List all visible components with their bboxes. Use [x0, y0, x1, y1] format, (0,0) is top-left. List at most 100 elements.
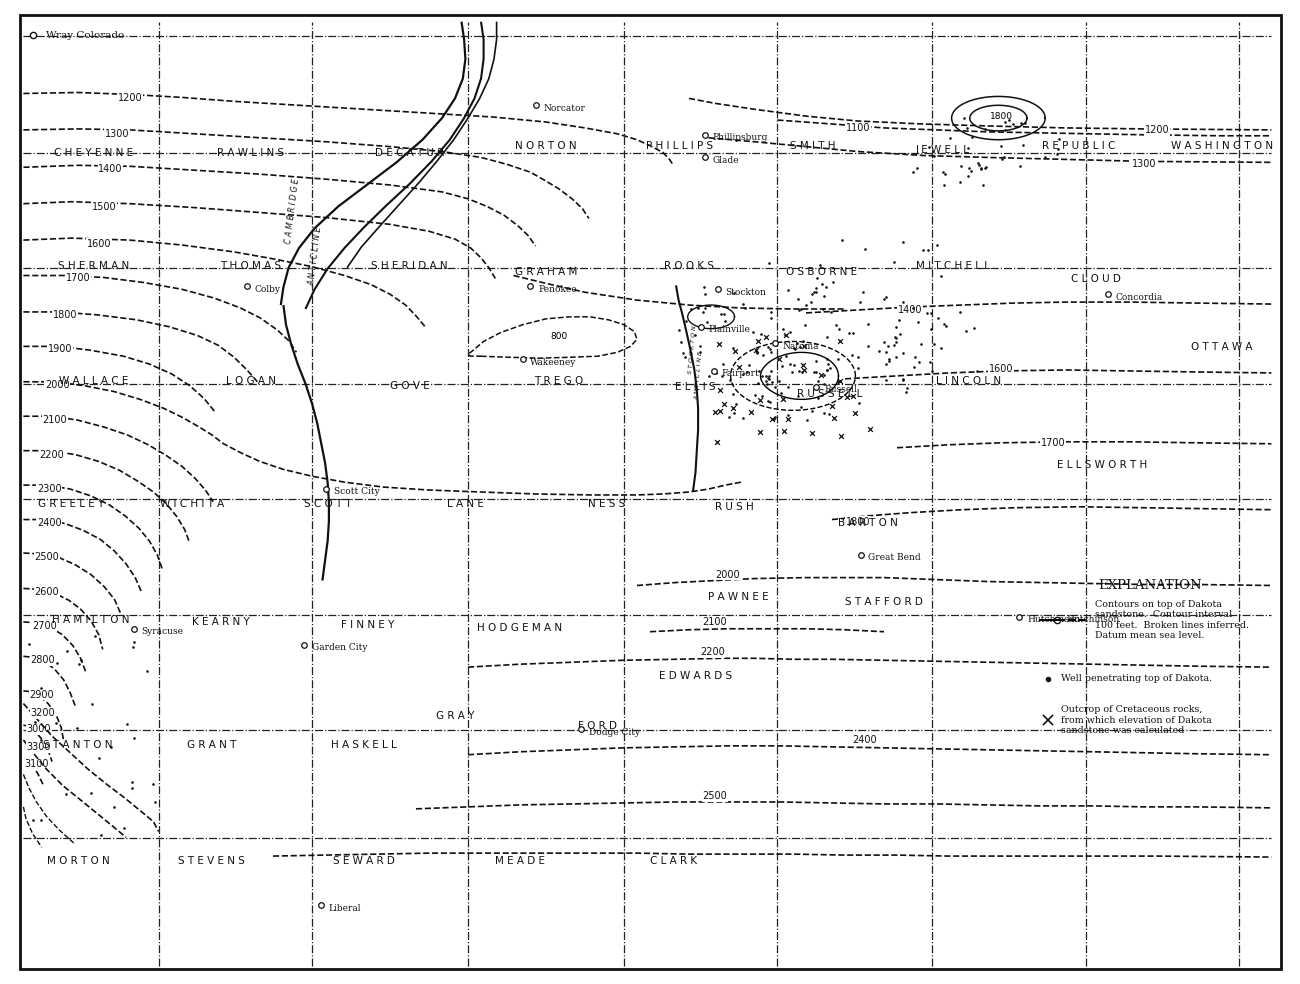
Text: B A R T O N: B A R T O N [838, 519, 898, 528]
Point [790, 338, 811, 354]
Point [994, 123, 1015, 139]
Text: O T T A W A: O T T A W A [1191, 342, 1253, 352]
Point [829, 373, 850, 389]
Text: 1200: 1200 [118, 93, 142, 103]
Point [888, 313, 909, 329]
Point [104, 799, 125, 815]
Point [746, 345, 767, 361]
Point [788, 291, 809, 307]
Text: 1400: 1400 [99, 164, 122, 174]
Point [916, 305, 937, 321]
Point [758, 393, 779, 408]
Text: Wakeeney: Wakeeney [530, 357, 577, 367]
Point [892, 373, 913, 389]
Point [829, 373, 850, 389]
Point [889, 326, 910, 341]
Point [25, 714, 46, 730]
Text: 2600: 2600 [35, 587, 58, 597]
Text: E L L S W O R T H: E L L S W O R T H [1057, 461, 1148, 470]
Point [719, 372, 740, 388]
Point [819, 360, 840, 376]
Point [801, 403, 822, 419]
Point [707, 434, 728, 450]
Text: 2400: 2400 [853, 735, 876, 745]
Point [81, 697, 101, 712]
Text: 2900: 2900 [30, 690, 53, 700]
Point [812, 377, 833, 393]
Text: 2700: 2700 [31, 621, 57, 631]
Point [758, 370, 779, 386]
Text: A N T I C L I N E: A N T I C L I N E [694, 351, 705, 400]
Text: T R E G O: T R E G O [534, 376, 584, 386]
Point [758, 339, 779, 355]
Point [893, 345, 914, 361]
Text: S C O T T: S C O T T [304, 499, 351, 509]
Point [777, 407, 798, 423]
Text: 1700: 1700 [66, 274, 90, 283]
Text: G R A H A M: G R A H A M [515, 267, 577, 277]
Text: W A S H I N G T O N: W A S H I N G T O N [1171, 141, 1273, 151]
Point [90, 828, 110, 843]
Text: G R A N T: G R A N T [187, 740, 237, 750]
Text: 2200: 2200 [699, 647, 725, 657]
Point [142, 776, 162, 792]
Text: C A M B R I D G E: C A M B R I D G E [283, 178, 302, 245]
Point [885, 335, 906, 350]
Point [933, 316, 954, 332]
Point [688, 300, 709, 316]
Text: 2500: 2500 [702, 791, 728, 801]
Point [714, 356, 734, 372]
Point [885, 320, 906, 336]
Point [816, 330, 837, 345]
Text: Contours on top of Dakota
sandstone.  Contour interval
100 feet.  Broken lines i: Contours on top of Dakota sandstone. Con… [1095, 600, 1248, 640]
Point [777, 281, 798, 297]
Point [874, 335, 894, 350]
Text: 2000: 2000 [46, 380, 69, 390]
Text: Natoma: Natoma [783, 341, 819, 351]
Point [933, 164, 954, 180]
Text: 1700: 1700 [1041, 438, 1065, 448]
Text: Syracuse: Syracuse [142, 627, 183, 637]
Point [760, 343, 781, 359]
Point [790, 301, 811, 317]
Point [690, 338, 711, 353]
Text: S T E V E N S: S T E V E N S [178, 856, 246, 866]
Point [911, 337, 932, 352]
Point [755, 373, 776, 389]
Point [805, 353, 826, 369]
Point [826, 317, 846, 333]
Text: 2400: 2400 [38, 519, 61, 528]
Point [124, 730, 144, 746]
Point [759, 394, 780, 409]
Point [694, 278, 715, 294]
Point [742, 325, 763, 340]
Text: Liberal: Liberal [329, 903, 361, 913]
Point [747, 363, 768, 379]
Point [113, 820, 134, 835]
Point [823, 275, 844, 290]
Point [950, 304, 971, 320]
Point [874, 290, 894, 306]
Point [122, 774, 143, 790]
Point [781, 364, 802, 380]
Text: 1200: 1200 [1145, 125, 1169, 135]
Point [723, 386, 744, 401]
Point [724, 285, 745, 301]
Point [772, 391, 793, 406]
Point [46, 715, 66, 731]
Point [859, 421, 880, 437]
Point [816, 362, 837, 378]
Point [790, 400, 811, 415]
Point [858, 338, 879, 354]
Point [816, 351, 837, 367]
Point [725, 342, 746, 358]
Point [777, 411, 798, 427]
Point [753, 347, 774, 363]
Point [927, 237, 948, 253]
Text: H O D G E M A N: H O D G E M A N [477, 623, 563, 633]
Text: S M I T H: S M I T H [790, 141, 835, 151]
Text: Colby: Colby [255, 284, 281, 294]
Point [725, 397, 746, 412]
Text: EXPLANATION: EXPLANATION [1098, 579, 1202, 592]
Text: 1300: 1300 [105, 129, 129, 139]
